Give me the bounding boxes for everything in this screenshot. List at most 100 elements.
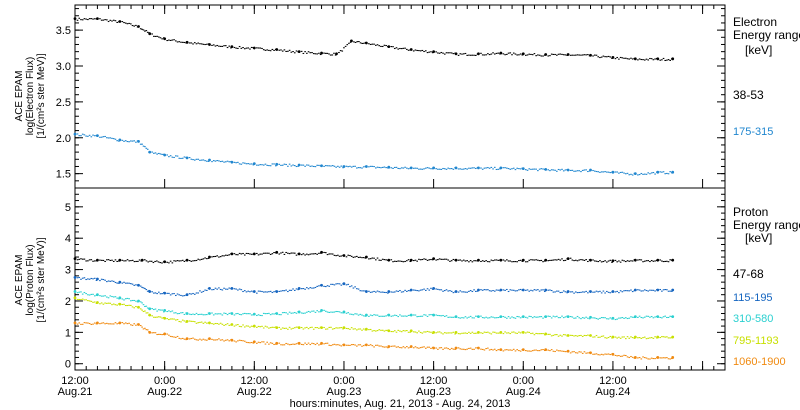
- data-dot: [509, 333, 512, 335]
- data-dot: [438, 347, 441, 349]
- legend-175-315: 175-315: [733, 126, 774, 138]
- data-dot: [175, 260, 177, 262]
- data-dot: [397, 260, 400, 262]
- data-point: [589, 53, 592, 57]
- data-dot: [349, 328, 351, 330]
- data-dot: [512, 289, 515, 291]
- data-dot: [200, 159, 203, 161]
- data-dot: [626, 336, 629, 338]
- data-dot: [666, 59, 668, 61]
- data-dot: [619, 171, 622, 174]
- data-dot: [193, 159, 196, 161]
- data-dot: [449, 168, 451, 170]
- data-dot: [602, 171, 605, 173]
- data-dot: [518, 289, 520, 291]
- data-dot: [183, 320, 186, 322]
- data-dot: [338, 283, 341, 285]
- data-dot: [141, 286, 143, 288]
- data-dot: [562, 350, 565, 352]
- data-dot: [135, 141, 137, 143]
- data-dot: [661, 290, 663, 292]
- y-tick-label: 0: [65, 359, 71, 371]
- data-dot: [450, 290, 453, 292]
- data-dot: [535, 259, 537, 261]
- data-dot: [618, 172, 620, 174]
- data-dot: [221, 314, 224, 316]
- data-dot: [347, 166, 350, 168]
- data-dot: [425, 347, 427, 349]
- data-dot: [376, 344, 379, 346]
- data-point: [364, 41, 368, 45]
- data-dot: [100, 278, 103, 280]
- data-dot: [376, 314, 379, 316]
- data-point: [320, 308, 323, 312]
- data-dot: [166, 39, 168, 42]
- data-dot: [256, 252, 258, 255]
- data-dot: [495, 259, 498, 261]
- data-dot: [83, 277, 86, 279]
- data-dot: [547, 315, 550, 317]
- data-dot: [123, 22, 125, 24]
- data-point: [477, 315, 480, 319]
- data-dot: [485, 348, 487, 350]
- data-dot: [144, 305, 146, 308]
- data-dot: [550, 289, 553, 292]
- data-dot: [161, 153, 163, 155]
- data-dot: [145, 260, 148, 262]
- x-tick-date-label: Aug.23: [327, 386, 362, 398]
- data-point: [454, 258, 458, 262]
- data-dot: [554, 350, 556, 353]
- data-dot: [637, 259, 639, 261]
- data-dot: [328, 311, 331, 313]
- data-dot: [418, 258, 420, 260]
- data-dot: [159, 153, 162, 155]
- data-dot: [142, 310, 145, 313]
- data-dot: [114, 259, 117, 261]
- data-point: [409, 48, 413, 51]
- data-dot: [80, 258, 82, 260]
- data-dot: [564, 259, 567, 261]
- data-dot: [414, 259, 417, 261]
- data-dot: [314, 343, 317, 346]
- data-dot: [531, 332, 534, 334]
- data-point: [208, 321, 211, 325]
- data-dot: [471, 331, 474, 333]
- data-dot: [526, 169, 529, 171]
- data-dot: [362, 290, 365, 292]
- data-dot: [480, 289, 482, 291]
- data-dot: [509, 168, 512, 170]
- data-dot: [181, 319, 184, 321]
- data-point: [521, 288, 525, 292]
- data-dot: [459, 53, 462, 55]
- data-dot: [552, 350, 555, 352]
- data-dot: [371, 345, 374, 347]
- data-dot: [595, 290, 598, 292]
- data-dot: [490, 348, 493, 351]
- data-dot: [145, 329, 148, 331]
- data-dot: [606, 318, 608, 320]
- data-dot: [221, 255, 224, 257]
- data-dot: [392, 315, 394, 317]
- data-dot: [235, 254, 237, 256]
- data-dot: [511, 331, 513, 333]
- data-dot: [504, 54, 506, 56]
- data-dot: [595, 353, 598, 355]
- data-dot: [159, 293, 162, 295]
- data-dot: [407, 168, 410, 170]
- data-dot: [219, 313, 222, 315]
- data-dot: [202, 322, 205, 324]
- data-dot: [437, 168, 439, 170]
- data-dot: [443, 332, 446, 334]
- data-dot: [368, 43, 370, 45]
- data-dot: [285, 163, 287, 166]
- data-dot: [169, 311, 172, 313]
- data-dot: [528, 168, 531, 170]
- data-dot: [659, 316, 662, 319]
- data-dot: [264, 163, 267, 165]
- data-point: [521, 315, 525, 319]
- data-dot: [225, 324, 227, 326]
- data-dot: [121, 21, 124, 23]
- data-dot: [616, 56, 618, 59]
- data-dot: [543, 290, 546, 293]
- data-dot: [235, 313, 237, 315]
